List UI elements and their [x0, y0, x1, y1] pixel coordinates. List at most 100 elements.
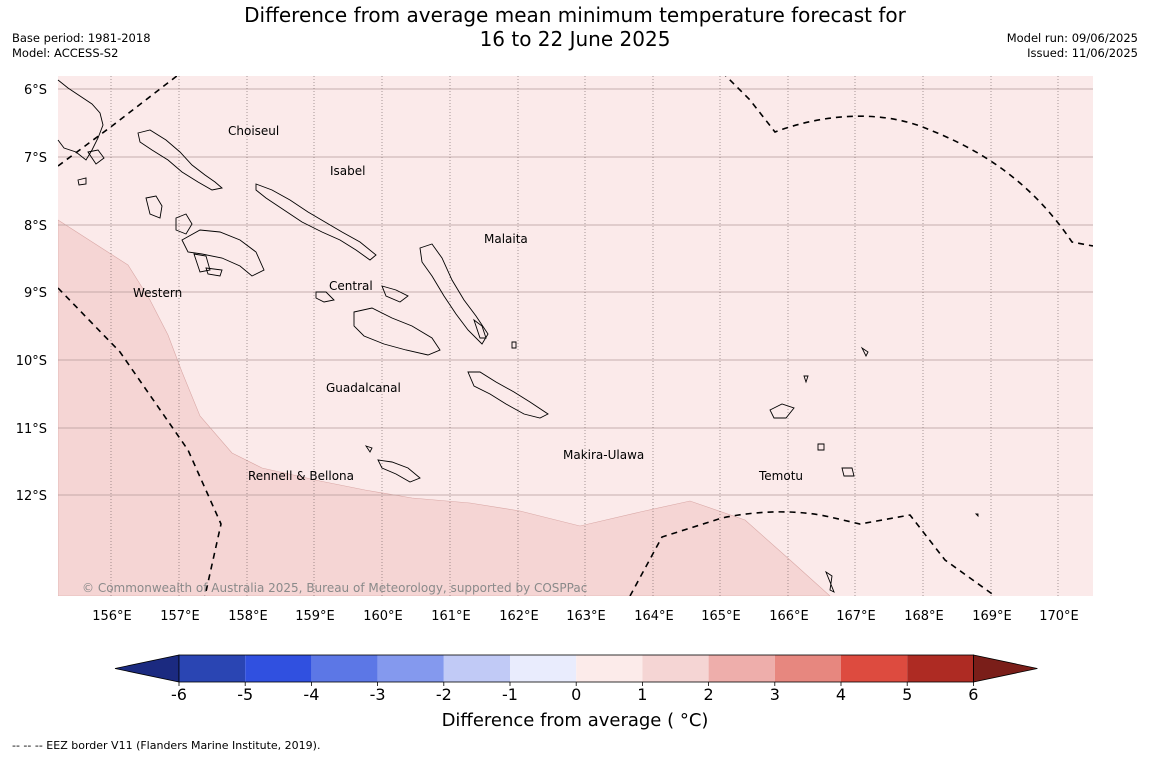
lon-label: 160°E [363, 609, 403, 624]
place-label-guadalcanal: Guadalcanal [326, 381, 401, 395]
eez-borders [58, 76, 1093, 596]
island-south-malaita [473, 318, 487, 339]
colorbar-tick-label: -6 [171, 685, 187, 704]
lon-label: 158°E [228, 609, 268, 624]
island-utupua [817, 443, 825, 451]
colorbar-bin [510, 655, 577, 682]
place-label-isabel: Isabel [330, 164, 365, 178]
lon-label: 168°E [904, 609, 944, 624]
island-tikopia [974, 513, 979, 518]
eez-border-north-east [724, 76, 1093, 247]
island-nggela [381, 285, 409, 303]
place-label-temotu: Temotu [758, 469, 803, 483]
island-anuta [825, 570, 835, 593]
island-vanikoro [841, 467, 855, 477]
title-line-2: 16 to 22 June 2025 [479, 27, 671, 51]
colorbar-label: Difference from average ( °C) [441, 710, 709, 731]
lat-label: 9°S [24, 286, 47, 301]
issued-date: Issued: 11/06/2025 [1027, 46, 1138, 60]
island-new-georgia [181, 229, 265, 277]
lon-label: 165°E [701, 609, 741, 624]
lon-label: 161°E [431, 609, 471, 624]
base-period: Base period: 1981-2018 [12, 31, 151, 45]
meta-left: Base period: 1981-2018 Model: ACCESS-S2 [12, 31, 151, 61]
colorbar-bin [576, 655, 643, 682]
island-rendova [193, 253, 211, 273]
gridlines [58, 88, 1093, 496]
lon-label: 162°E [499, 609, 539, 624]
island-bellona [364, 445, 373, 453]
island-malaita [419, 243, 489, 345]
colorbar-bin [774, 655, 841, 682]
lon-label: 167°E [836, 609, 876, 624]
eez-border-south-west [58, 287, 222, 596]
colorbar-tick-label: 0 [571, 685, 581, 704]
colorbar: -6 -5 -4 -3 -2 -1 0 1 2 3 4 5 6 [114, 654, 1038, 704]
island-rennell [377, 459, 421, 483]
island-makira [467, 371, 549, 419]
colorbar-bin [443, 655, 510, 682]
colorbar-extend-low [114, 654, 180, 683]
colorbar-tick-label: -2 [436, 685, 452, 704]
place-labels: Choiseul Isabel Malaita Western Central … [133, 124, 803, 483]
lon-label: 156°E [92, 609, 132, 624]
chart-title: Difference from average mean minimum tem… [0, 3, 1150, 51]
lon-label: 163°E [566, 609, 606, 624]
colorbar-bin [841, 655, 908, 682]
island-isabel [255, 183, 377, 261]
place-label-makira-ulawa: Makira-Ulawa [563, 448, 644, 462]
colorbar-bin [311, 655, 378, 682]
island-tetepare [205, 267, 223, 277]
lon-label: 159°E [295, 609, 335, 624]
place-label-western: Western [133, 286, 182, 300]
lon-label: 164°E [634, 609, 674, 624]
place-label-malaita: Malaita [484, 232, 528, 246]
colorbar-bin [907, 655, 974, 682]
eez-border-north-west [58, 76, 179, 167]
colorbar-bin [179, 655, 246, 682]
eez-border-south-east [629, 511, 996, 596]
island-bougainville [57, 79, 104, 161]
latitude-labels: 6°S 7°S 8°S 9°S 10°S 11°S 12°S [16, 83, 47, 504]
eez-footnote: -- -- -- EEZ border V11 (Flanders Marine… [12, 739, 321, 752]
colorbar-tick-label: 3 [770, 685, 780, 704]
place-label-choiseul: Choiseul [228, 124, 279, 138]
island-duff [860, 346, 869, 358]
colorbar-extend-high [973, 654, 1038, 683]
island-russell [315, 291, 335, 303]
island-shortland [77, 177, 87, 186]
colorbar-tick-label: 1 [637, 685, 647, 704]
colorbar-bin [245, 655, 312, 682]
lat-label: 10°S [16, 354, 47, 369]
island-small-nw [87, 149, 105, 165]
longitude-labels: 156°E 157°E 158°E 159°E 160°E 161°E 162°… [92, 609, 1079, 624]
island-kolombangara [175, 213, 193, 235]
lat-label: 12°S [16, 489, 47, 504]
colorbar-tick-label: 2 [704, 685, 714, 704]
lat-label: 6°S [24, 83, 47, 98]
colorbar-tick-label: -4 [303, 685, 319, 704]
colorbar-bin [377, 655, 444, 682]
place-label-rennell-bellona: Rennell & Bellona [248, 469, 354, 483]
colorbar-tick-label: -3 [370, 685, 386, 704]
colorbar-tick-label: 4 [836, 685, 846, 704]
model-run: Model run: 09/06/2025 [1006, 31, 1138, 45]
island-guadalcanal [353, 307, 441, 356]
title-line-1: Difference from average mean minimum tem… [244, 3, 906, 27]
meta-right: Model run: 09/06/2025 Issued: 11/06/2025 [1007, 31, 1138, 61]
model-name: Model: ACCESS-S2 [12, 46, 119, 60]
island-reef-islands [803, 375, 809, 384]
colorbar-bin [708, 655, 775, 682]
place-label-central: Central [329, 279, 373, 293]
island-vella-lavella [145, 195, 163, 219]
lon-label: 157°E [160, 609, 200, 624]
copyright-notice: © Commonwealth of Australia 2025, Bureau… [82, 581, 587, 595]
lon-label: 169°E [972, 609, 1012, 624]
island-santa-cruz [769, 403, 795, 419]
lon-label: 166°E [769, 609, 809, 624]
colorbar-tick-label: 5 [902, 685, 912, 704]
lat-label: 11°S [16, 422, 47, 437]
colorbar-tick-label: -1 [502, 685, 518, 704]
colorbar-tick-label: -5 [237, 685, 253, 704]
